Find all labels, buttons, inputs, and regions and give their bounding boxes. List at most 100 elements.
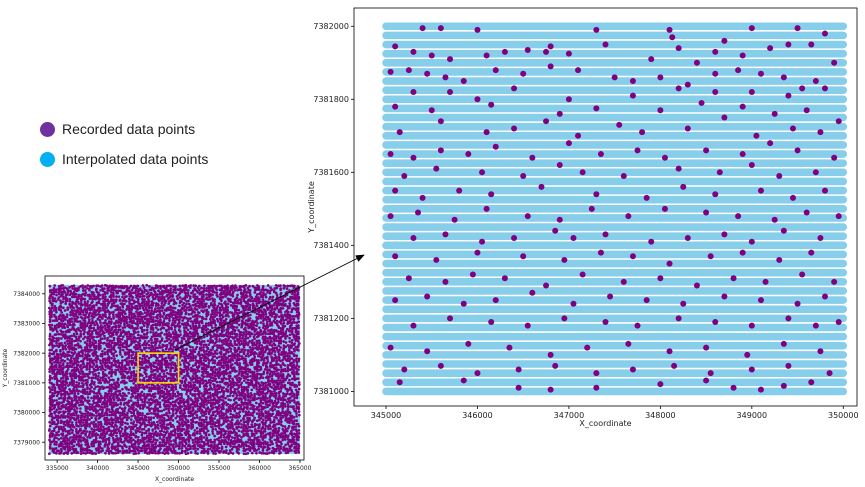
recorded-point — [123, 312, 127, 316]
recorded-point — [261, 319, 265, 323]
recorded-point — [261, 336, 265, 340]
recorded-point — [282, 332, 285, 336]
recorded-point — [110, 341, 114, 345]
recorded-point — [215, 291, 219, 294]
recorded-point — [125, 371, 129, 375]
recorded-point — [184, 308, 188, 312]
recorded-point — [150, 306, 153, 310]
recorded-point — [207, 401, 210, 404]
recorded-point — [145, 328, 149, 332]
recorded-point — [159, 306, 162, 310]
recorded-point — [200, 286, 203, 290]
recorded-point — [74, 312, 78, 316]
recorded-point — [62, 297, 65, 301]
recorded-point — [88, 288, 91, 292]
recorded-point — [57, 292, 61, 296]
recorded-point — [141, 407, 145, 410]
recorded-point — [222, 366, 225, 370]
recorded-point — [142, 387, 146, 391]
recorded-point — [112, 315, 115, 318]
recorded-point — [100, 284, 104, 287]
recorded-point — [284, 341, 288, 344]
recorded-point — [249, 299, 252, 303]
recorded-point — [264, 295, 268, 299]
recorded-point — [257, 405, 261, 408]
recorded-point — [76, 310, 80, 313]
recorded-point — [164, 374, 168, 378]
recorded-point — [115, 333, 118, 336]
recorded-point — [209, 292, 212, 296]
recorded-point — [282, 319, 286, 322]
recorded-point — [249, 396, 252, 400]
recorded-point — [122, 286, 126, 290]
recorded-point — [134, 300, 138, 304]
recorded-point — [51, 371, 54, 375]
recorded-point — [288, 326, 292, 330]
recorded-point — [121, 348, 125, 352]
recorded-point — [193, 383, 197, 387]
recorded-point — [115, 315, 119, 319]
recorded-point — [209, 303, 213, 307]
recorded-point — [195, 329, 199, 332]
recorded-point — [76, 356, 80, 360]
recorded-point — [74, 317, 78, 321]
recorded-point — [70, 328, 73, 331]
recorded-point — [153, 387, 157, 391]
recorded-point — [96, 308, 100, 311]
recorded-point — [90, 396, 93, 400]
recorded-point — [198, 385, 202, 388]
recorded-point — [279, 341, 283, 345]
recorded-point — [296, 308, 300, 312]
recorded-point — [61, 376, 65, 380]
recorded-point — [48, 297, 51, 300]
recorded-point — [206, 311, 210, 314]
recorded-point — [264, 341, 267, 345]
recorded-point — [140, 326, 144, 329]
recorded-point — [224, 382, 228, 386]
recorded-point — [197, 365, 201, 369]
recorded-point — [213, 359, 217, 363]
recorded-point — [104, 315, 108, 319]
recorded-point — [68, 299, 72, 303]
recorded-point — [258, 343, 261, 347]
recorded-point — [239, 298, 243, 301]
recorded-point — [94, 320, 98, 323]
recorded-point — [284, 337, 287, 340]
recorded-point — [107, 286, 111, 289]
recorded-point — [134, 347, 138, 351]
recorded-point — [171, 356, 175, 360]
recorded-point — [100, 396, 104, 400]
recorded-point — [100, 402, 104, 406]
recorded-point — [48, 409, 52, 413]
recorded-point — [222, 329, 226, 332]
recorded-point — [196, 286, 200, 290]
recorded-point — [59, 396, 63, 400]
recorded-point — [226, 350, 230, 354]
recorded-point — [284, 378, 287, 382]
recorded-point — [204, 325, 208, 329]
recorded-point — [145, 375, 148, 378]
recorded-point — [66, 362, 69, 365]
recorded-point — [202, 317, 205, 321]
recorded-point — [219, 352, 223, 356]
recorded-point — [165, 284, 169, 288]
recorded-point — [174, 331, 178, 334]
recorded-point — [79, 335, 83, 338]
recorded-point — [48, 284, 52, 288]
recorded-point — [178, 313, 181, 316]
recorded-point — [243, 288, 247, 291]
recorded-point — [247, 354, 250, 358]
recorded-point — [129, 326, 133, 330]
recorded-point — [158, 323, 162, 327]
recorded-point — [114, 387, 118, 391]
recorded-point — [288, 321, 291, 325]
recorded-point — [59, 299, 62, 303]
recorded-point — [261, 401, 265, 405]
recorded-point — [257, 301, 261, 305]
recorded-point — [253, 291, 257, 294]
recorded-point — [96, 335, 100, 338]
recorded-point — [142, 290, 146, 294]
recorded-point — [232, 325, 236, 329]
recorded-point — [74, 295, 78, 299]
recorded-point — [194, 326, 197, 330]
